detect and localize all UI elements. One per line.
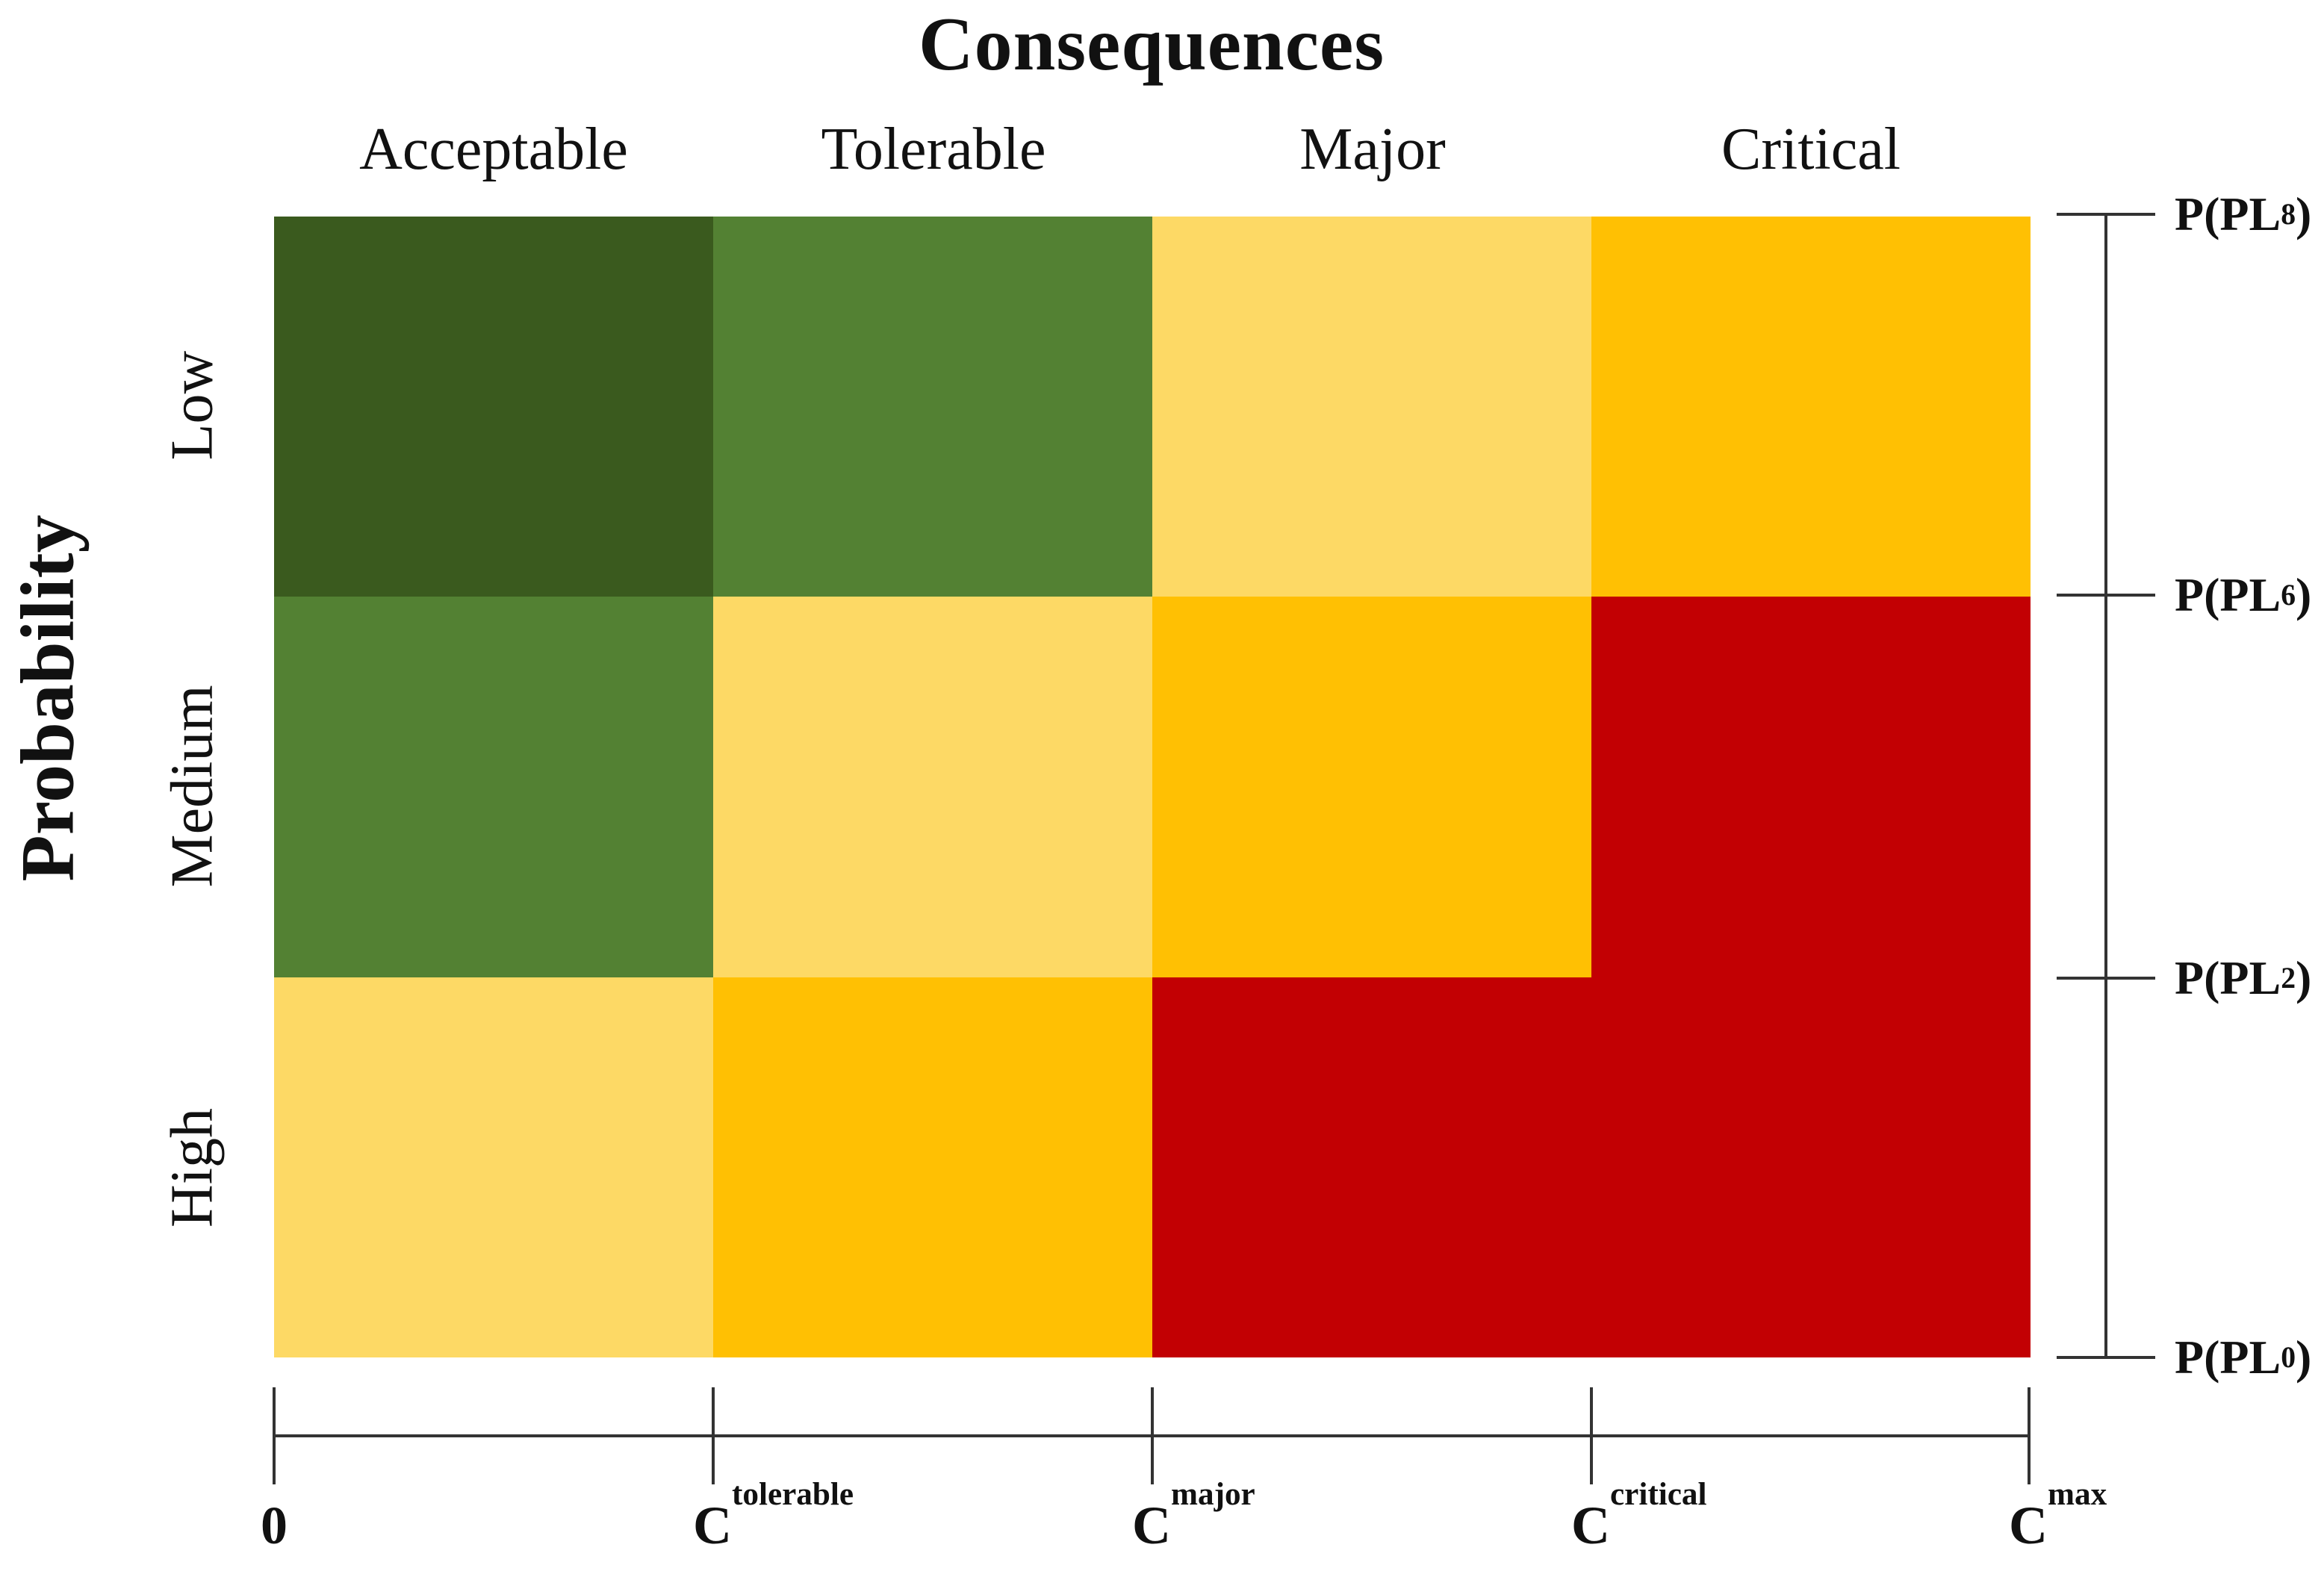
label-text: )	[2296, 1331, 2312, 1384]
label-text: )	[2296, 568, 2312, 621]
cell-low-critical	[1591, 217, 2031, 597]
right-axis-label-pl6: P(PL 6)	[2175, 568, 2312, 621]
right-axis-tick	[2057, 594, 2155, 597]
right-axis-label-pl2: P(PL 2)	[2175, 951, 2312, 1004]
right-axis-label-pl8: P(PL 8)	[2175, 187, 2312, 240]
cell-medium-acceptable	[274, 597, 713, 977]
bottom-axis-tick	[273, 1387, 276, 1484]
cell-high-critical	[1591, 977, 2031, 1357]
cell-high-tolerable	[713, 977, 1152, 1357]
row-label-low: Low	[159, 350, 226, 461]
bottom-axis-tick	[2028, 1387, 2031, 1484]
label-text: )	[2296, 187, 2312, 240]
chart-title: Consequences	[918, 1, 1385, 87]
label-text: C	[1132, 1496, 1171, 1555]
label-text: 0	[261, 1496, 288, 1555]
label-text: C	[693, 1496, 732, 1555]
right-axis-tick	[2057, 213, 2155, 216]
cell-medium-tolerable	[713, 597, 1152, 977]
cell-low-major	[1152, 217, 1591, 597]
label-text: )	[2296, 951, 2312, 1004]
label-text: P(PL	[2175, 568, 2281, 621]
cell-medium-critical	[1591, 597, 2031, 977]
cell-high-acceptable	[274, 977, 713, 1357]
cell-low-tolerable	[713, 217, 1152, 597]
row-label-medium: Medium	[159, 685, 226, 888]
right-axis-tick	[2057, 977, 2155, 980]
right-axis-line	[2104, 214, 2107, 1359]
bottom-axis-label-zero: 0	[261, 1495, 288, 1570]
label-text: C	[2009, 1496, 2048, 1555]
cell-medium-major	[1152, 597, 1591, 977]
cell-low-acceptable	[274, 217, 713, 597]
column-header-acceptable: Acceptable	[359, 116, 628, 182]
right-axis-label-pl0: P(PL 0)	[2175, 1331, 2312, 1384]
row-label-high: High	[159, 1108, 226, 1228]
column-header-major: Major	[1299, 116, 1446, 182]
column-header-critical: Critical	[1721, 116, 1901, 182]
y-axis-title: Probability	[5, 514, 90, 882]
column-header-tolerable: Tolerable	[821, 116, 1046, 182]
cell-high-major	[1152, 977, 1591, 1357]
label-text: P(PL	[2175, 1331, 2281, 1384]
label-text: P(PL	[2175, 951, 2281, 1004]
label-text: C	[1571, 1496, 1610, 1555]
bottom-axis-tick	[1151, 1387, 1154, 1484]
bottom-axis-tick	[712, 1387, 715, 1484]
risk-matrix-grid	[274, 217, 2031, 1357]
label-text: P(PL	[2175, 187, 2281, 240]
bottom-axis-tick	[1590, 1387, 1593, 1484]
right-axis-tick	[2057, 1356, 2155, 1359]
